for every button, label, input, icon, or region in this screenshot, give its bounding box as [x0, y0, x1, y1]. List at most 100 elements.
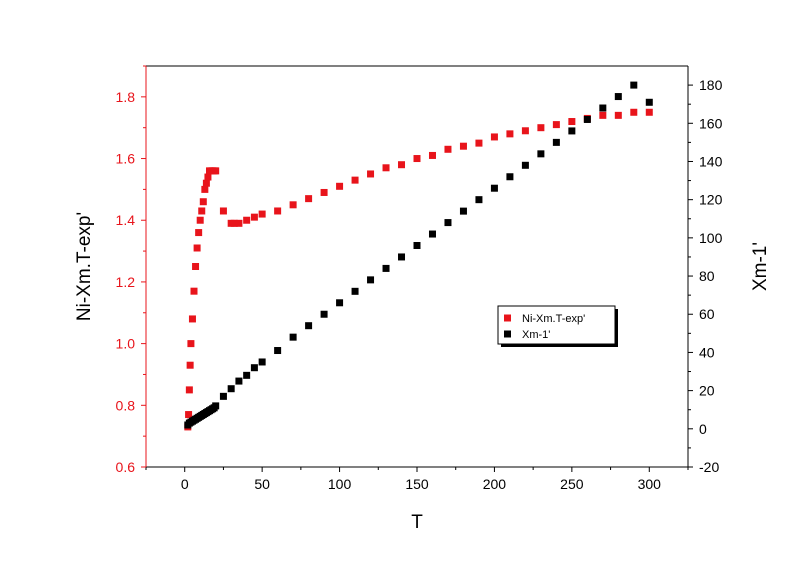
- left-y-tick-label: 1.6: [116, 151, 136, 167]
- black-series-point: [305, 322, 313, 330]
- red-series-point: [185, 386, 193, 394]
- red-series-point: [382, 164, 390, 172]
- left-y-tick-label: 1.2: [116, 274, 136, 290]
- right-y-tick-label: 100: [699, 230, 723, 246]
- red-series-point: [475, 139, 483, 147]
- red-series-point: [186, 361, 194, 369]
- red-series-point: [201, 185, 209, 193]
- red-series-point: [190, 287, 198, 295]
- x-axis-title: T: [411, 512, 423, 533]
- left-y-tick-label: 0.8: [116, 397, 136, 413]
- black-series-point: [459, 207, 467, 215]
- black-series-point: [413, 241, 421, 249]
- red-series-point: [413, 155, 421, 163]
- red-series-point: [202, 179, 210, 187]
- black-series-point: [630, 81, 638, 89]
- red-series-point: [235, 219, 243, 227]
- black-series-point: [243, 371, 251, 379]
- red-series-point: [444, 145, 452, 153]
- black-series-point: [444, 219, 452, 227]
- black-series-point: [289, 333, 297, 341]
- black-series-point: [367, 276, 375, 284]
- red-series-point: [645, 108, 653, 116]
- red-series-point: [521, 127, 529, 135]
- right-y-tick-label: 60: [699, 306, 715, 322]
- black-series-point: [351, 287, 359, 295]
- legend-label: Xm-1': [522, 329, 550, 341]
- right-y-tick-label: 120: [699, 192, 723, 208]
- black-series-point: [250, 364, 258, 372]
- red-series-point: [212, 167, 220, 175]
- red-series-point: [204, 173, 212, 181]
- red-series-point: [274, 207, 282, 215]
- black-series-point: [428, 230, 436, 238]
- black-series-point: [490, 184, 498, 192]
- left-y-tick-label: 1.0: [116, 336, 136, 352]
- black-series-point: [320, 310, 328, 318]
- red-series-point: [614, 111, 622, 119]
- red-series-point: [506, 130, 514, 138]
- legend-box: [497, 305, 616, 345]
- red-series-point: [305, 195, 313, 203]
- black-series-point: [506, 173, 514, 181]
- red-series-point: [289, 201, 297, 209]
- right-y-tick-label: 140: [699, 153, 723, 169]
- black-series-point: [599, 104, 607, 112]
- red-series-point: [185, 411, 193, 419]
- right-y-tick-label: 80: [699, 268, 715, 284]
- black-series-point: [475, 196, 483, 204]
- red-series-point: [192, 263, 200, 270]
- red-series-point: [490, 133, 498, 141]
- red-series-point: [243, 216, 251, 224]
- black-series-point: [552, 138, 560, 146]
- red-series-point: [552, 121, 560, 129]
- black-series-point: [521, 161, 529, 169]
- black-series-point: [537, 150, 545, 158]
- black-series-point: [258, 358, 266, 366]
- red-series-point: [199, 198, 207, 206]
- red-series-point: [428, 151, 436, 159]
- right-y-tick-label: 180: [699, 77, 723, 93]
- black-series-point: [568, 127, 576, 135]
- x-tick-label: 150: [405, 476, 429, 492]
- red-series-point: [599, 111, 607, 119]
- red-series-point: [193, 244, 201, 252]
- red-series-point: [198, 207, 206, 215]
- red-series-point: [188, 315, 196, 323]
- red-series-point: [187, 340, 195, 348]
- red-series-point: [195, 229, 203, 237]
- right-y-tick-label: 40: [699, 344, 715, 360]
- x-tick-label: 100: [328, 476, 352, 492]
- black-series-point: [219, 392, 227, 400]
- x-tick-label: 0: [181, 476, 189, 492]
- black-series-point: [336, 299, 344, 307]
- left-y-axis-title: Ni-Xm.T-exp': [74, 212, 95, 321]
- red-series-point: [230, 219, 238, 227]
- x-tick-label: 200: [483, 476, 507, 492]
- black-series-point: [614, 93, 622, 101]
- x-tick-label: 50: [254, 476, 270, 492]
- legend-marker: [504, 330, 511, 338]
- red-series-point: [568, 118, 576, 126]
- red-series-point: [630, 108, 638, 116]
- black-series-point: [382, 264, 390, 272]
- legend-marker: [504, 314, 511, 322]
- right-y-tick-label: 160: [699, 115, 723, 131]
- red-series-point: [398, 161, 406, 169]
- red-series-point: [219, 207, 227, 215]
- red-series-point: [351, 176, 359, 184]
- black-series-point: [398, 253, 406, 261]
- right-y-tick-label: -20: [699, 459, 719, 475]
- red-series-point: [320, 188, 328, 196]
- red-series-point: [250, 213, 258, 221]
- black-series-point: [583, 115, 591, 123]
- left-y-tick-label: 0.6: [116, 459, 136, 475]
- right-y-tick-label: 20: [699, 383, 715, 399]
- left-y-tick-label: 1.4: [116, 212, 136, 228]
- red-series-point: [537, 124, 545, 132]
- black-series-point: [212, 402, 220, 410]
- right-y-axis-title: Xm-1': [750, 242, 771, 291]
- black-series-point: [274, 347, 282, 355]
- red-series-point: [196, 216, 204, 224]
